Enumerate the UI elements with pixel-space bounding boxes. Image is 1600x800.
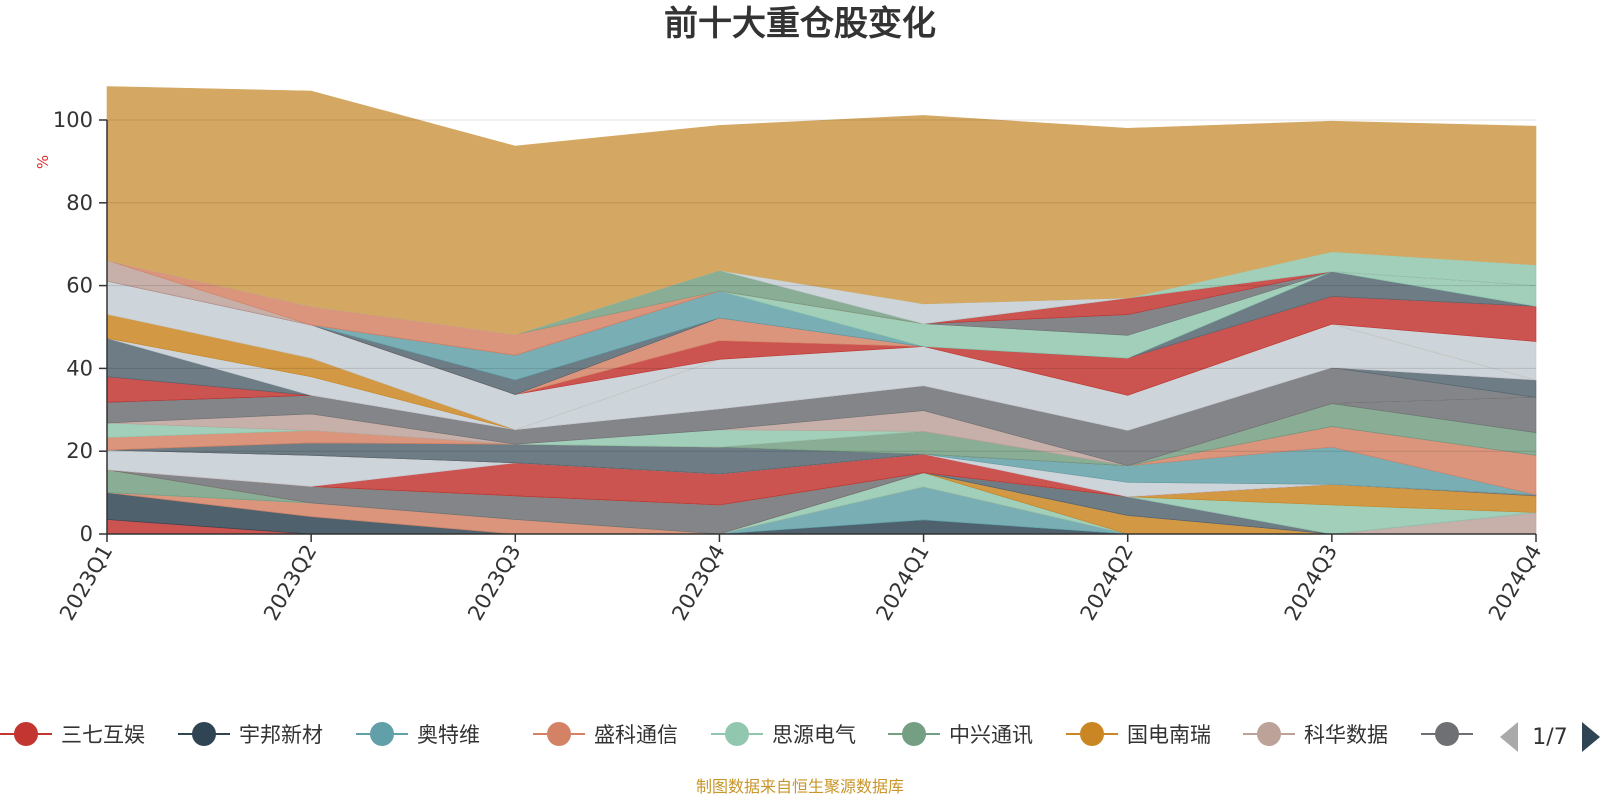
legend-label: 盛科通信 bbox=[594, 723, 678, 747]
area-series-group bbox=[106, 86, 1537, 535]
y-axis-label: % bbox=[34, 155, 52, 169]
data-source-footer: 制图数据来自恒生聚源数据库 bbox=[696, 777, 904, 796]
legend-marker-icon bbox=[725, 722, 749, 746]
x-tick-label: 2023Q4 bbox=[667, 541, 729, 625]
legend-prev-page-icon[interactable] bbox=[1500, 722, 1518, 752]
y-tick-label: 60 bbox=[66, 274, 93, 298]
y-tick-label: 100 bbox=[53, 108, 93, 132]
legend-label: 中兴通讯 bbox=[949, 723, 1033, 747]
legend-marker-icon bbox=[192, 722, 216, 746]
legend-item[interactable]: 奥特维 bbox=[356, 722, 480, 747]
y-tick-label: 80 bbox=[66, 191, 93, 215]
legend-marker-icon bbox=[14, 722, 38, 746]
legend-label: 国电南瑞 bbox=[1127, 723, 1211, 747]
legend-marker-icon bbox=[1080, 722, 1104, 746]
legend-marker-icon bbox=[547, 722, 571, 746]
legend-marker-icon bbox=[370, 722, 394, 746]
legend-item[interactable]: 科华数据 bbox=[1243, 722, 1388, 747]
legend-page-indicator: 1/7 bbox=[1532, 725, 1567, 750]
legend-item[interactable]: 国电南瑞 bbox=[1066, 722, 1211, 747]
legend-next-page-icon[interactable] bbox=[1582, 722, 1600, 752]
legend-item[interactable]: 宇邦新材 bbox=[178, 722, 323, 747]
x-tick-label: 2023Q1 bbox=[55, 541, 117, 625]
legend-pager: 1/7 bbox=[1500, 722, 1600, 752]
y-ticks: 0 20 40 60 80 100 bbox=[53, 108, 107, 546]
legend[interactable]: 三七互娱 宇邦新材 奥特维 盛科通信 思源电气 中兴通讯 国电南瑞 科华数据 贵州茅台 bbox=[0, 722, 1566, 747]
legend-label: 思源电气 bbox=[772, 723, 856, 747]
legend-label: 三七互娱 bbox=[61, 723, 145, 747]
x-tick-label: 2024Q3 bbox=[1280, 541, 1342, 625]
x-tick-label: 2024Q4 bbox=[1484, 541, 1546, 625]
legend-label: 宇邦新材 bbox=[239, 723, 323, 747]
axes bbox=[106, 120, 1536, 535]
legend-label: 奥特维 bbox=[417, 723, 480, 747]
legend-item[interactable]: 中兴通讯 bbox=[888, 722, 1033, 747]
legend-item[interactable]: 三七互娱 bbox=[0, 722, 145, 747]
x-ticks: 2023Q1 2023Q2 2023Q3 2023Q4 2024Q1 2024Q2 2024… bbox=[55, 534, 1546, 625]
chart-title: 前十大重仓股变化 bbox=[664, 4, 936, 44]
legend-item[interactable]: 盛科通信 bbox=[533, 722, 678, 747]
x-tick-label: 2023Q2 bbox=[259, 541, 321, 625]
y-tick-label: 20 bbox=[66, 439, 93, 463]
legend-item[interactable]: 贵州茅台 bbox=[1421, 722, 1566, 747]
x-tick-label: 2024Q2 bbox=[1076, 541, 1138, 625]
x-tick-label: 2023Q3 bbox=[463, 541, 525, 625]
legend-marker-icon bbox=[1257, 722, 1281, 746]
area-S45 bbox=[106, 86, 1537, 335]
x-tick-label: 2024Q1 bbox=[871, 541, 933, 625]
legend-label: 科华数据 bbox=[1304, 723, 1388, 747]
y-tick-label: 40 bbox=[66, 356, 93, 380]
y-tick-label: 0 bbox=[80, 522, 93, 546]
legend-marker-icon bbox=[1435, 722, 1459, 746]
legend-marker-icon bbox=[902, 722, 926, 746]
grid-lines bbox=[107, 119, 1536, 452]
legend-item[interactable]: 思源电气 bbox=[711, 722, 856, 747]
